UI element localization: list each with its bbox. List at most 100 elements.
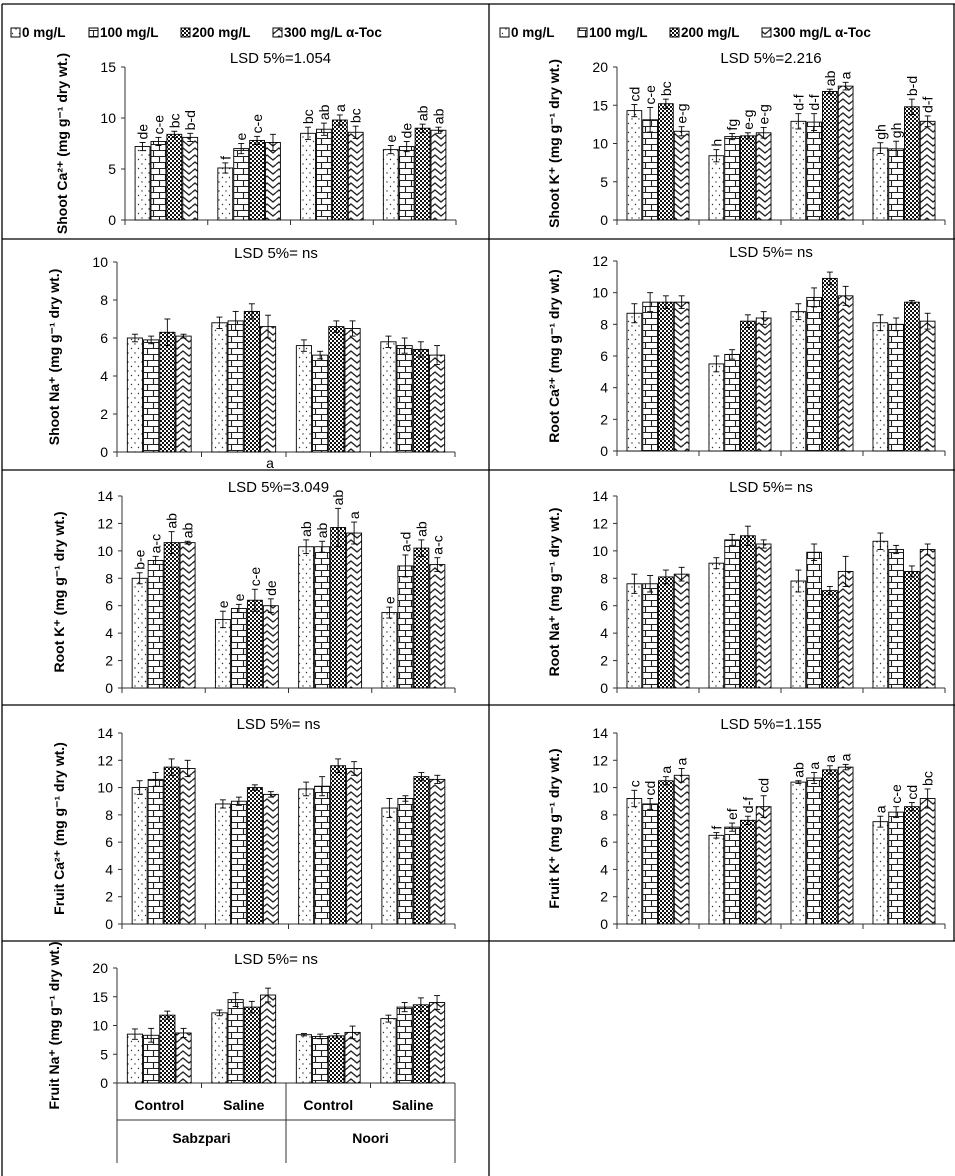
y-tick-label: 10 (97, 780, 113, 796)
bar (316, 128, 332, 221)
y-tick-label: 10 (592, 780, 608, 796)
y-tick-label: 5 (100, 1046, 108, 1062)
bar (724, 353, 740, 452)
bar (755, 132, 772, 221)
bar (429, 564, 446, 689)
bar (381, 612, 398, 689)
y-axis-label: Root K⁺ (mg g⁻¹ dry wt.) (51, 512, 67, 673)
y-tick-label: 8 (600, 807, 608, 823)
lsd-annotation: LSD 5%=3.049 (228, 479, 329, 496)
y-tick-label: 10 (92, 1018, 108, 1034)
panel-frame (1, 3, 955, 1176)
bar (265, 142, 281, 221)
y-tick-label: 2 (600, 411, 608, 427)
significance-label: a (806, 762, 822, 770)
bar (919, 320, 936, 452)
bar (806, 296, 822, 452)
bar (211, 1012, 228, 1084)
y-tick-label: 2 (600, 653, 608, 669)
y-tick-label: 2 (600, 889, 608, 905)
bar (396, 1006, 413, 1084)
significance-label: a (658, 766, 674, 774)
y-tick-label: 6 (105, 834, 113, 850)
bar (872, 322, 889, 452)
bar (872, 821, 889, 925)
bar (230, 608, 247, 689)
bar (166, 133, 183, 221)
y-tick-label: 14 (97, 725, 113, 741)
y-tick-label: 8 (600, 316, 608, 332)
bar (344, 328, 361, 453)
y-axis-label: Root Ca²⁺ (mg g⁻¹ dry wt.) (546, 269, 562, 442)
legend-label: 0 mg/L (22, 25, 66, 40)
bar (147, 778, 164, 925)
bar (413, 776, 430, 925)
y-tick-label: 0 (108, 212, 116, 228)
significance-label: de (263, 580, 279, 596)
legend-swatch (577, 27, 588, 38)
y-tick-label: 10 (92, 254, 108, 270)
bar (658, 301, 674, 452)
bar (888, 811, 904, 925)
y-tick-label: 4 (100, 368, 108, 384)
group-label: Sabzpari (172, 1130, 230, 1146)
bar (382, 149, 399, 221)
significance-label: e-g (740, 110, 756, 130)
legend-swatch (761, 27, 772, 38)
significance-label: e (233, 133, 249, 141)
bar (233, 148, 250, 221)
bar (314, 785, 331, 925)
bar (346, 768, 363, 925)
bar (347, 131, 364, 221)
stray-annotation: a (266, 455, 274, 471)
bar (330, 765, 347, 925)
bar (790, 120, 807, 221)
significance-label: a (674, 757, 690, 765)
significance-label: d-f (790, 94, 806, 110)
significance-label: ef (724, 808, 740, 820)
bar (300, 132, 316, 221)
bar (380, 1018, 397, 1084)
legend-swatch (272, 27, 283, 38)
category-label: Control (303, 1097, 353, 1113)
bar (246, 599, 263, 689)
bar (806, 777, 822, 925)
bar (163, 766, 180, 925)
significance-label: e-g (674, 103, 690, 123)
y-tick-label: 12 (592, 752, 608, 768)
y-tick-label: 8 (105, 570, 113, 586)
y-tick-label: 10 (592, 136, 608, 152)
bar (397, 565, 414, 689)
bar (708, 562, 725, 689)
chart-panel-5: 0 2 4 6 8 10 12 14 Root K⁺ (mg g⁻¹ dry wt.) LSD 5… (51, 479, 456, 696)
bar (888, 148, 904, 221)
y-tick-label: 8 (105, 807, 113, 823)
bar (822, 769, 838, 925)
bar (230, 800, 247, 925)
y-tick-label: 14 (592, 725, 608, 741)
bar (227, 999, 244, 1084)
significance-label: ab (822, 70, 838, 86)
significance-label: bc (166, 113, 182, 128)
bar (328, 326, 345, 453)
bar (246, 787, 263, 925)
chart-panel-6: 0 2 4 6 8 10 12 14 Root Na⁺ (mg g⁻¹ dry wt.) LSD … (546, 479, 946, 696)
bar (872, 147, 889, 221)
y-tick-label: 0 (100, 1075, 108, 1091)
y-tick-label: 2 (105, 653, 113, 669)
significance-label: d-f (806, 94, 822, 110)
y-tick-label: 2 (100, 406, 108, 422)
bar (346, 532, 363, 689)
y-tick-label: 15 (100, 59, 116, 75)
bar (806, 121, 822, 221)
significance-label: a-c (429, 535, 445, 554)
y-tick-label: 0 (600, 443, 608, 459)
bar (724, 136, 740, 221)
bar (182, 136, 199, 221)
bar (642, 301, 658, 452)
bar (429, 778, 446, 925)
y-tick-label: 10 (592, 543, 608, 559)
bar (413, 547, 430, 689)
significance-label: a (872, 805, 888, 813)
